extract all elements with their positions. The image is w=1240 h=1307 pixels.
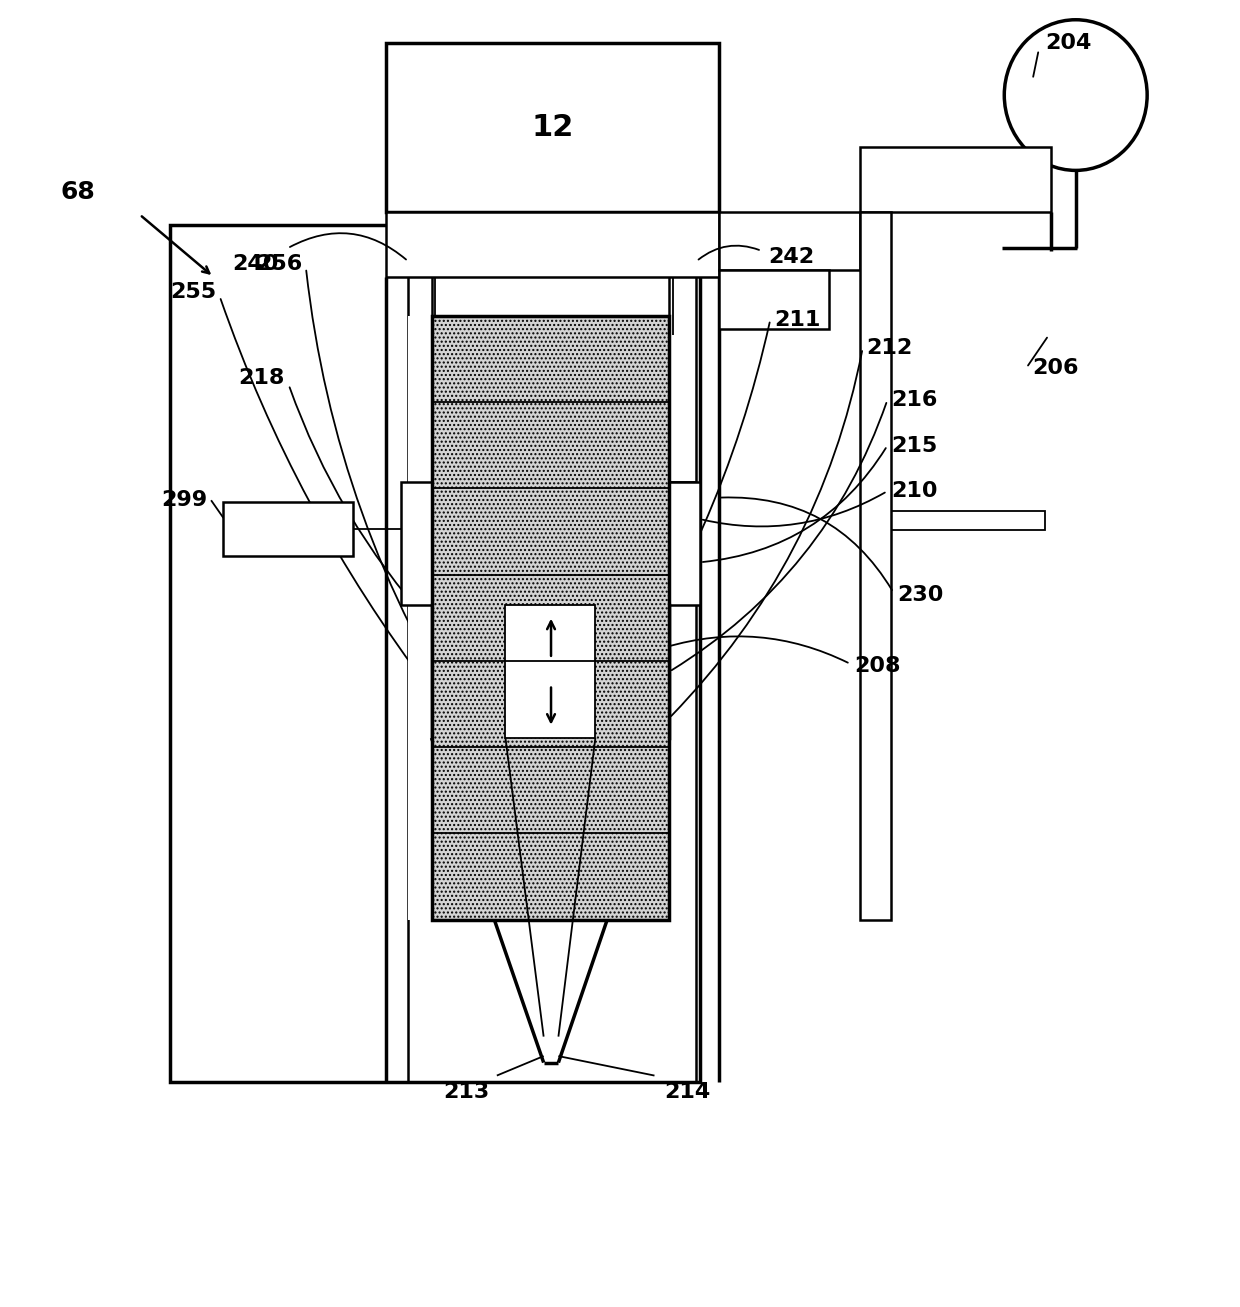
Bar bbox=[432, 316, 670, 920]
Text: 240: 240 bbox=[232, 254, 279, 274]
Bar bbox=[432, 748, 670, 834]
Text: 216: 216 bbox=[892, 391, 937, 410]
Bar bbox=[432, 834, 670, 920]
Bar bbox=[432, 575, 670, 661]
Bar bbox=[408, 575, 445, 661]
Bar bbox=[408, 834, 445, 920]
Bar bbox=[718, 271, 830, 329]
Bar bbox=[432, 748, 670, 834]
Text: 215: 215 bbox=[892, 435, 937, 456]
Text: 68: 68 bbox=[61, 180, 95, 204]
Bar bbox=[892, 511, 1045, 531]
Bar bbox=[432, 575, 670, 661]
Bar bbox=[432, 661, 670, 748]
Bar bbox=[223, 502, 352, 555]
Bar bbox=[408, 661, 445, 748]
Bar bbox=[432, 661, 670, 748]
Text: 214: 214 bbox=[665, 1082, 711, 1102]
Text: 255: 255 bbox=[170, 282, 216, 302]
Text: 206: 206 bbox=[1033, 358, 1079, 378]
Text: 208: 208 bbox=[854, 656, 900, 677]
Text: 213: 213 bbox=[443, 1082, 489, 1102]
Bar bbox=[408, 748, 445, 834]
Bar bbox=[432, 605, 670, 738]
Bar bbox=[170, 225, 701, 1082]
Bar bbox=[861, 212, 892, 920]
Text: 218: 218 bbox=[238, 369, 285, 388]
Bar bbox=[432, 489, 670, 575]
Bar bbox=[401, 482, 456, 605]
Bar bbox=[432, 403, 670, 489]
Bar bbox=[718, 212, 861, 271]
Bar bbox=[645, 482, 701, 605]
Text: 256: 256 bbox=[255, 254, 303, 274]
Bar bbox=[408, 316, 445, 403]
Text: 211: 211 bbox=[774, 310, 821, 329]
Bar bbox=[432, 834, 670, 920]
Bar bbox=[432, 403, 670, 489]
Bar bbox=[432, 316, 670, 403]
Text: 212: 212 bbox=[867, 339, 913, 358]
Text: 242: 242 bbox=[768, 247, 813, 268]
Text: 12: 12 bbox=[531, 112, 573, 142]
Bar bbox=[408, 403, 445, 489]
Bar bbox=[386, 212, 718, 277]
Text: 299: 299 bbox=[161, 490, 207, 510]
Bar bbox=[408, 489, 445, 575]
Text: 204: 204 bbox=[1045, 33, 1091, 54]
Bar bbox=[861, 146, 1052, 212]
Text: 230: 230 bbox=[897, 586, 944, 605]
Bar bbox=[432, 489, 670, 575]
Bar bbox=[432, 316, 670, 403]
Bar bbox=[506, 605, 595, 738]
Bar bbox=[386, 43, 718, 212]
Text: 210: 210 bbox=[892, 481, 937, 501]
